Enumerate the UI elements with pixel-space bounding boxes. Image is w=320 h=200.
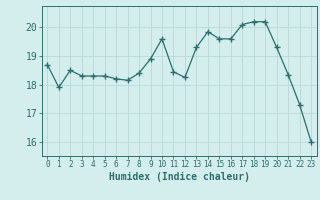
- X-axis label: Humidex (Indice chaleur): Humidex (Indice chaleur): [109, 172, 250, 182]
